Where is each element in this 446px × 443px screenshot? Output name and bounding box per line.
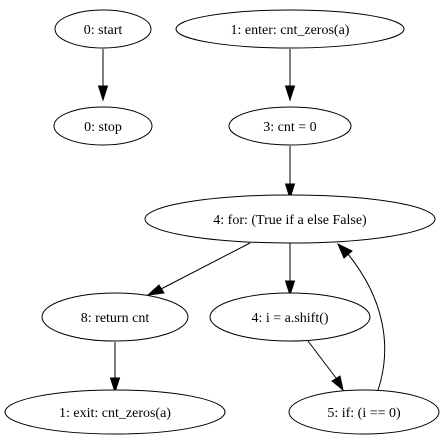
node-start: 0: start <box>54 9 152 49</box>
edge-enter-assign <box>284 49 296 102</box>
svg-text:0: start: 0: start <box>84 23 123 38</box>
node-exit: 1: exit: cnt_zeros(a) <box>4 389 226 435</box>
edge-start-stop <box>97 49 109 102</box>
svg-text:1: exit: cnt_zeros(a): 1: exit: cnt_zeros(a) <box>59 406 171 421</box>
edge-for-return <box>146 242 251 296</box>
node-return: 8: return cnt <box>41 292 189 342</box>
edge-for-shift <box>284 243 296 297</box>
edge-return-exit <box>109 342 121 394</box>
svg-text:5: if: (i == 0): 5: if: (i == 0) <box>327 406 401 421</box>
edge-assign-for <box>284 146 296 200</box>
node-if: 5: if: (i == 0) <box>288 389 440 435</box>
edge-shift-if <box>307 340 344 392</box>
edge-if-for <box>337 242 386 391</box>
svg-text:0: stop: 0: stop <box>84 120 122 135</box>
svg-text:3: cnt = 0: 3: cnt = 0 <box>263 120 316 135</box>
svg-text:1: enter: cnt_zeros(a): 1: enter: cnt_zeros(a) <box>231 23 350 38</box>
node-shift: 4: i = a.shift() <box>209 292 371 342</box>
node-for-loop: 4: for: (True if a else False) <box>144 194 436 244</box>
node-stop: 0: stop <box>53 106 153 146</box>
svg-text:4: i = a.shift(): 4: i = a.shift() <box>251 311 328 326</box>
node-enter: 1: enter: cnt_zeros(a) <box>175 9 405 49</box>
node-assign: 3: cnt = 0 <box>228 106 352 146</box>
svg-text:4: for: (True if a else False): 4: for: (True if a else False) <box>213 213 367 228</box>
svg-text:8: return cnt: 8: return cnt <box>81 311 150 326</box>
